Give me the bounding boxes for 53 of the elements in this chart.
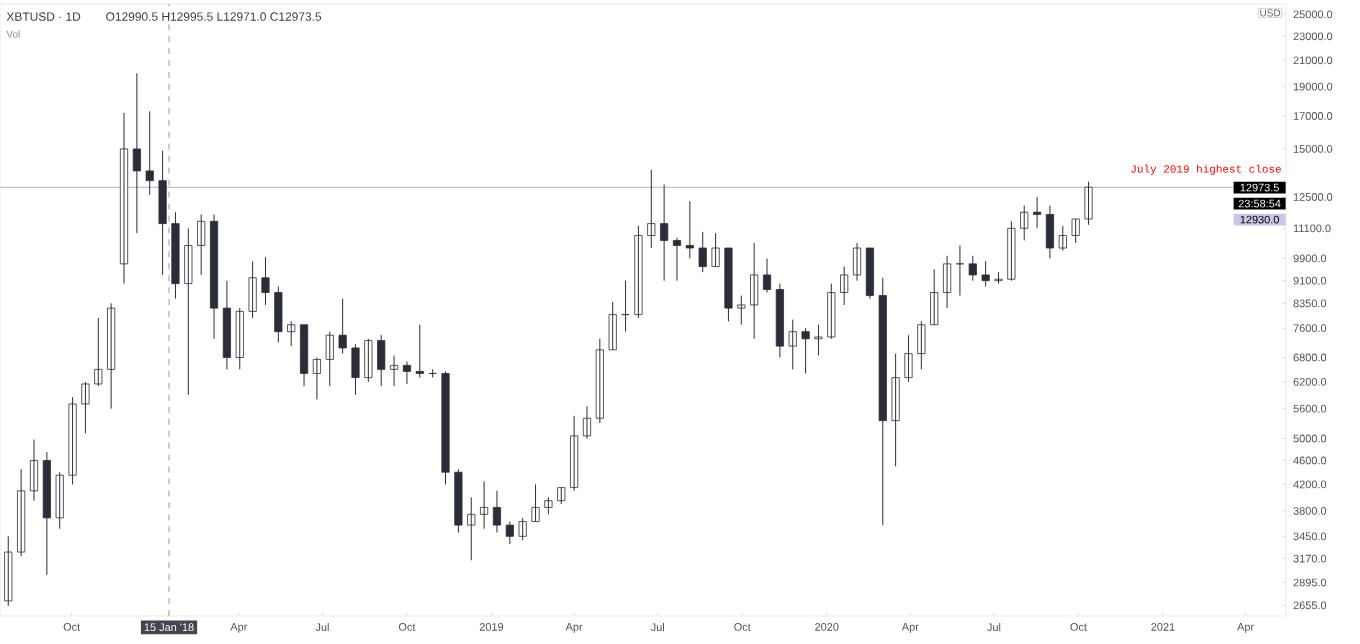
candlestick bbox=[351, 343, 360, 396]
candlestick bbox=[467, 496, 476, 561]
candlestick bbox=[377, 334, 386, 387]
candlestick bbox=[441, 370, 450, 485]
candlestick bbox=[647, 169, 656, 249]
candlestick bbox=[544, 496, 553, 515]
candlestick bbox=[981, 260, 990, 288]
candlestick bbox=[711, 232, 720, 268]
candlestick bbox=[608, 301, 617, 351]
candlestick bbox=[81, 381, 90, 434]
candlestick bbox=[4, 535, 13, 607]
candlestick bbox=[248, 260, 257, 319]
candlestick bbox=[724, 247, 733, 322]
candlestick bbox=[788, 319, 797, 370]
candlestick bbox=[235, 307, 244, 370]
candlestick bbox=[698, 231, 707, 273]
candlestick bbox=[737, 295, 746, 326]
candlestick bbox=[827, 283, 836, 340]
candlestick bbox=[1058, 225, 1067, 252]
candlestick bbox=[505, 520, 514, 545]
candlestick bbox=[968, 255, 977, 282]
candlestick bbox=[287, 320, 296, 347]
candlestick bbox=[454, 468, 463, 534]
candlestick bbox=[145, 110, 154, 196]
candlestick bbox=[94, 317, 103, 387]
candlestick bbox=[68, 396, 77, 485]
candlestick bbox=[801, 327, 810, 374]
candlestick bbox=[878, 277, 887, 526]
candlestick bbox=[1071, 218, 1080, 244]
candlestick bbox=[891, 353, 900, 467]
candlestick bbox=[518, 517, 527, 541]
candlestick bbox=[917, 320, 926, 370]
candlestick bbox=[171, 211, 180, 300]
candlestick bbox=[531, 483, 540, 522]
candlestick bbox=[338, 298, 347, 355]
candlestick bbox=[55, 471, 64, 530]
candlestick bbox=[158, 150, 167, 276]
candlestick bbox=[1007, 220, 1016, 282]
candlestick bbox=[750, 242, 759, 340]
candlestick bbox=[1084, 181, 1093, 226]
candlestick bbox=[364, 338, 373, 383]
candlestick bbox=[415, 324, 424, 379]
candlestick bbox=[1020, 205, 1029, 241]
candlestick bbox=[904, 334, 913, 383]
candlestick bbox=[814, 324, 823, 357]
candlestick bbox=[261, 256, 270, 306]
candlestick bbox=[840, 266, 849, 306]
candlestick bbox=[634, 225, 643, 319]
candlestick bbox=[557, 487, 566, 505]
candlestick bbox=[274, 286, 283, 343]
candlestick bbox=[325, 331, 334, 387]
candlestick bbox=[930, 268, 939, 326]
candlestick bbox=[184, 227, 193, 396]
